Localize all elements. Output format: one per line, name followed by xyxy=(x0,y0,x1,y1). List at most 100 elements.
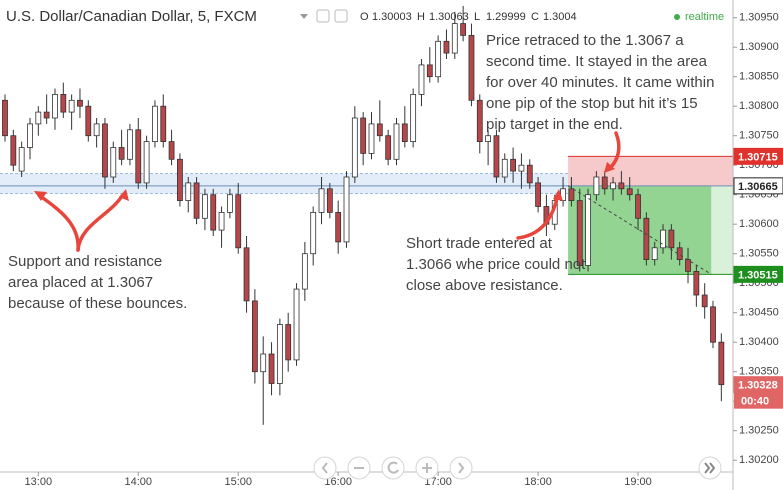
chart-title: U.S. Dollar/Canadian Dollar, 5, FXCM xyxy=(6,8,257,25)
title-dropdown[interactable] xyxy=(300,14,308,19)
ohlc-key: C xyxy=(531,11,539,23)
close-icon[interactable] xyxy=(334,9,348,23)
y-tick-label: 1.30900 xyxy=(739,41,779,53)
candle-body xyxy=(701,294,708,308)
candle-body xyxy=(668,229,675,249)
candle-body xyxy=(335,211,342,243)
candle-body xyxy=(301,253,308,290)
y-tick-label: 1.30350 xyxy=(739,366,779,378)
candle-body xyxy=(343,176,350,243)
scroll-left-button[interactable] xyxy=(313,456,337,480)
annotation-line: 1.3066 whe price could not xyxy=(406,256,586,273)
candle-body xyxy=(643,217,650,261)
icon xyxy=(458,462,465,474)
annotations: Price retraced to the 1.3067 a second tim… xyxy=(8,32,714,312)
candle-body xyxy=(368,123,375,154)
arrow xyxy=(608,131,621,170)
candle-body xyxy=(185,182,192,201)
price-label-box xyxy=(733,147,783,165)
support-band xyxy=(0,173,733,194)
y-tick-label: 1.30200 xyxy=(739,454,779,466)
candle-body xyxy=(310,211,317,255)
y-tick-label: 1.30750 xyxy=(739,130,779,142)
candle-body xyxy=(326,188,333,213)
candle-body xyxy=(435,40,442,78)
candle-body xyxy=(393,123,400,160)
candle-body xyxy=(585,194,591,266)
candle-body xyxy=(293,288,300,361)
countdown: 00:40 xyxy=(741,396,769,408)
icon xyxy=(704,462,716,474)
annotation-line: second time. It stayed in the area xyxy=(486,53,708,70)
candle-body xyxy=(68,99,75,113)
price-label-box xyxy=(733,265,783,283)
y-tick-label: 1.30400 xyxy=(739,336,779,348)
icon xyxy=(321,462,328,474)
plot-area xyxy=(0,5,733,425)
y-tick-label: 1.30600 xyxy=(739,218,779,230)
candle-body xyxy=(218,211,225,231)
arrow-head xyxy=(34,191,47,201)
candle-body xyxy=(418,64,425,95)
x-tick-label: 16:00 xyxy=(324,476,352,488)
candle-body xyxy=(360,117,367,154)
annotation-line: Support and resistance xyxy=(8,253,162,270)
scroll-right-button[interactable] xyxy=(449,456,473,480)
candle-body xyxy=(460,23,467,36)
icon xyxy=(387,461,399,474)
candle-body xyxy=(468,35,475,101)
candle-body xyxy=(202,194,208,219)
candle-body xyxy=(251,300,258,373)
annotation-line: one pip of the stop but hit it’s 15 xyxy=(486,95,698,112)
countdown-box xyxy=(734,392,783,409)
candle-body xyxy=(60,94,67,113)
stop-zone xyxy=(568,156,733,186)
candle-body xyxy=(476,99,483,143)
candle-body xyxy=(593,176,600,196)
candle-body xyxy=(2,99,8,137)
candle-body xyxy=(635,194,641,219)
annotation-line: Price retraced to the 1.3067 a xyxy=(486,32,684,49)
candle-body xyxy=(35,111,42,125)
candle-body xyxy=(285,324,292,361)
candle-body xyxy=(52,94,58,119)
candle-body xyxy=(276,324,283,384)
candle-body xyxy=(626,188,633,196)
candle-body xyxy=(493,135,500,178)
candle-body xyxy=(235,194,242,249)
annotation-line: for over 40 minutes. It came within xyxy=(486,74,714,91)
price-label: 1.30665 xyxy=(738,181,778,193)
candle-body xyxy=(226,194,233,213)
candle-body xyxy=(268,353,275,384)
x-tick-label: 19:00 xyxy=(624,476,652,488)
y-tick-label: 1.30550 xyxy=(739,248,779,260)
candle-body xyxy=(177,158,183,202)
arrow xyxy=(76,194,124,252)
candle-body xyxy=(426,64,433,78)
candle-body xyxy=(260,353,267,373)
ohlc-value: 1.3004 xyxy=(543,11,577,23)
candle-body xyxy=(93,123,100,137)
candle-body xyxy=(718,341,725,386)
candle-body xyxy=(135,129,142,184)
candle-body xyxy=(27,123,33,148)
settings-icon[interactable] xyxy=(316,9,330,23)
candle-body xyxy=(85,105,92,137)
overlay: 1.30715 1.30665 1.30515 1.30328 00:40 xyxy=(733,147,783,409)
candle-body xyxy=(385,135,392,160)
candle-body xyxy=(618,182,625,190)
candle-body xyxy=(710,306,716,343)
x-tick-label: 14:00 xyxy=(125,476,153,488)
trade-path xyxy=(567,185,712,275)
candle-body xyxy=(410,94,417,143)
candle-body xyxy=(210,194,217,231)
reset-button[interactable] xyxy=(381,456,405,480)
arrow xyxy=(516,196,559,240)
x-tick-label: 18:00 xyxy=(524,476,552,488)
candle-body xyxy=(376,123,383,137)
annotation-line: pip target in the end. xyxy=(486,116,623,133)
candle-body xyxy=(118,147,125,160)
ohlc-header: O 1.30003 H 1.30063 L 1.29999 C 1.3004 xyxy=(360,11,577,23)
candle-body xyxy=(351,117,358,178)
